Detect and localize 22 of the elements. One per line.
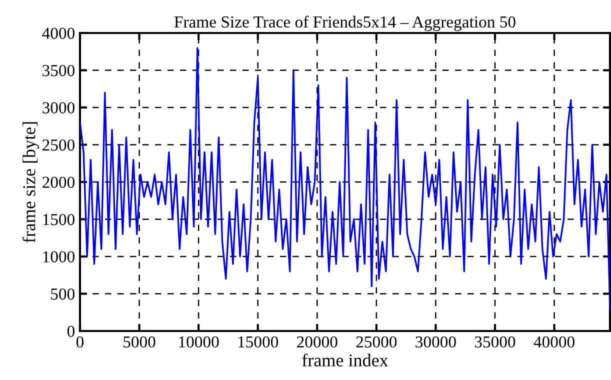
x-tick-label: 0 bbox=[76, 336, 84, 348]
y-tick-label: 2000 bbox=[42, 176, 75, 188]
x-tick-label: 35000 bbox=[474, 336, 516, 348]
chart-title: Frame Size Trace of Friends5x14 – Aggregation 50 bbox=[174, 16, 516, 32]
y-tick-label: 0 bbox=[67, 326, 75, 337]
x-tick-label: 10000 bbox=[179, 336, 219, 348]
x-tick-label: 25000 bbox=[356, 336, 397, 348]
x-tick-label: 30000 bbox=[416, 336, 456, 348]
y-axis-title: frame size [byte] bbox=[22, 122, 40, 243]
y-tick-label: 4000 bbox=[42, 28, 75, 39]
x-tick-label: 15000 bbox=[238, 336, 278, 348]
y-tick-label: 500 bbox=[51, 288, 75, 300]
y-tick-label: 1000 bbox=[43, 251, 75, 262]
x-axis-title: frame index bbox=[302, 354, 388, 366]
x-tick-label: 40000 bbox=[534, 336, 574, 348]
x-tick-label: 5000 bbox=[124, 336, 156, 348]
y-tick-label: 3000 bbox=[42, 102, 75, 114]
y-tick-label: 1500 bbox=[43, 214, 75, 226]
y-tick-label: 3500 bbox=[42, 64, 75, 76]
x-tick-label: 20000 bbox=[297, 336, 338, 348]
y-tick-label: 2500 bbox=[42, 139, 75, 151]
line-series bbox=[80, 47, 610, 310]
